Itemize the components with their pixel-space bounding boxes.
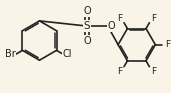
Text: O: O [84,36,91,46]
Text: Cl: Cl [63,49,72,59]
Text: F: F [152,67,157,76]
Text: F: F [165,40,170,49]
Text: F: F [117,14,122,23]
Text: S: S [84,21,90,31]
Text: F: F [152,14,157,23]
Text: F: F [117,67,122,76]
Text: Br: Br [5,49,15,59]
Text: O: O [84,6,91,16]
Text: O: O [108,21,115,31]
